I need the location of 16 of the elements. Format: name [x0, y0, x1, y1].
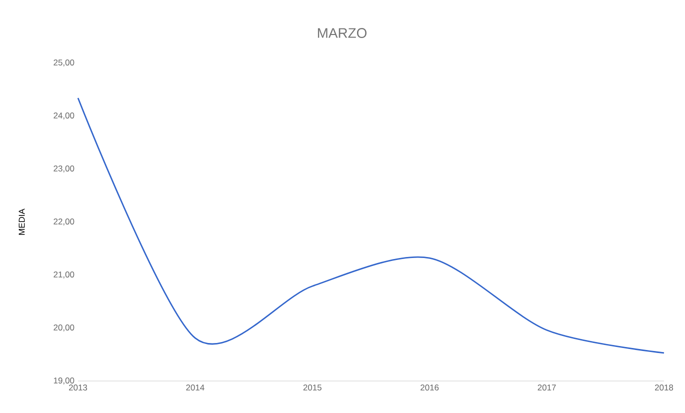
y-tick-label: 19,00: [54, 378, 74, 384]
x-tick-label: 2013: [69, 384, 88, 391]
y-tick-label: 22,00: [54, 218, 74, 226]
y-axis-title: MEDIA: [18, 208, 25, 235]
y-tick-label: 24,00: [54, 112, 74, 120]
x-tick-label: 2018: [655, 384, 674, 391]
line-series: [77, 97, 665, 354]
y-tick-label: 23,00: [54, 166, 74, 172]
y-tick-label: 21,00: [54, 272, 74, 278]
y-tick-label: 20,00: [54, 324, 74, 332]
y-tick-label: 25,00: [54, 60, 74, 66]
chart-title: MARZO: [318, 28, 367, 38]
x-tick-label: 2016: [420, 384, 439, 391]
x-tick-label: 2015: [303, 384, 322, 391]
x-tick-label: 2014: [186, 384, 204, 391]
x-tick-label: 2017: [538, 384, 556, 391]
